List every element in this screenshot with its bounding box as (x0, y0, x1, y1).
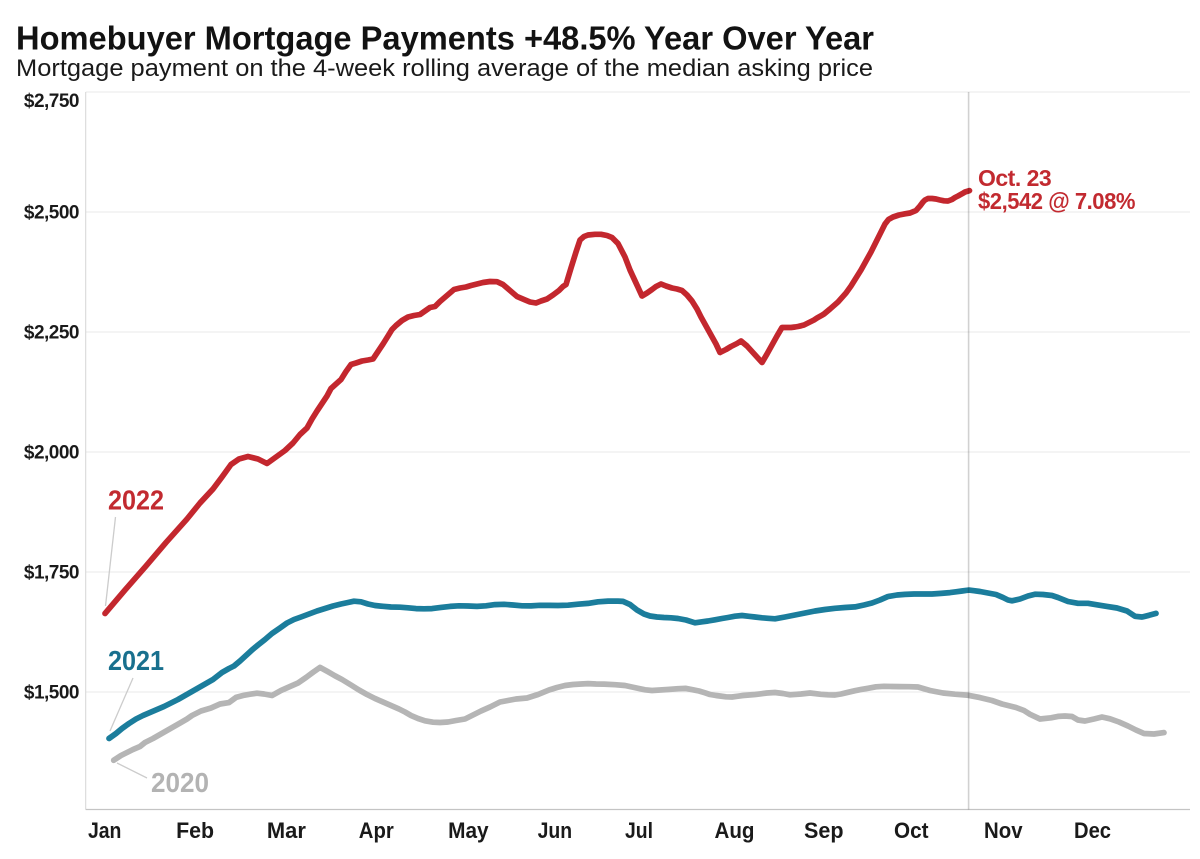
svg-text:$2,000: $2,000 (24, 443, 79, 464)
svg-text:Oct. 23: Oct. 23 (978, 165, 1051, 191)
svg-text:$2,250: $2,250 (24, 323, 79, 344)
svg-text:Jan: Jan (88, 818, 122, 843)
svg-text:$2,500: $2,500 (24, 203, 79, 224)
svg-text:Mar: Mar (267, 818, 306, 843)
svg-text:2021: 2021 (108, 645, 164, 676)
svg-text:Jun: Jun (538, 818, 573, 843)
svg-text:Oct: Oct (894, 818, 929, 843)
svg-text:Nov: Nov (984, 818, 1023, 843)
svg-text:$1,750: $1,750 (24, 563, 79, 584)
svg-text:Mortgage payment on the 4-week: Mortgage payment on the 4-week rolling a… (16, 55, 873, 82)
svg-text:$2,750: $2,750 (24, 91, 79, 112)
svg-text:$1,500: $1,500 (24, 683, 79, 704)
svg-text:Apr: Apr (359, 818, 394, 843)
svg-text:Dec: Dec (1074, 818, 1111, 843)
svg-text:Homebuyer Mortgage Payments +4: Homebuyer Mortgage Payments +48.5% Year … (16, 20, 874, 57)
svg-text:Feb: Feb (176, 818, 214, 843)
svg-text:May: May (448, 818, 489, 843)
svg-text:2022: 2022 (108, 484, 164, 515)
svg-text:Aug: Aug (715, 818, 755, 843)
svg-text:Sep: Sep (804, 818, 844, 843)
svg-text:$2,542 @ 7.08%: $2,542 @ 7.08% (978, 188, 1135, 214)
svg-text:Jul: Jul (625, 818, 653, 843)
svg-text:2020: 2020 (151, 767, 209, 798)
